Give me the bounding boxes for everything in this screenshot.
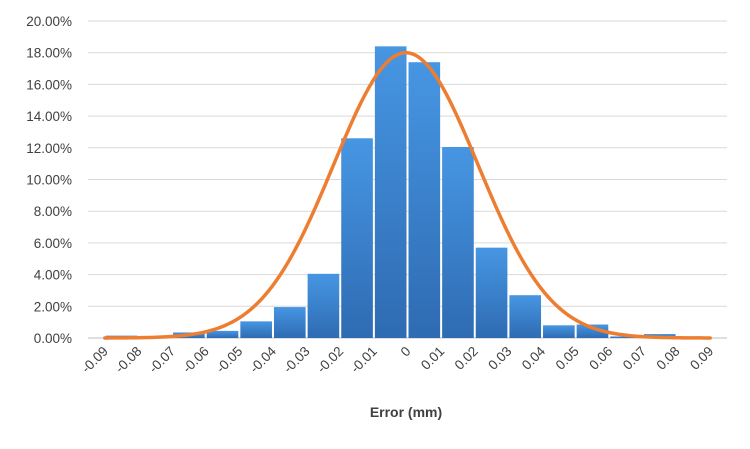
histogram-bar [576, 324, 609, 338]
x-tick-label: -0.01 [348, 344, 380, 376]
histogram-bar [442, 147, 474, 338]
x-tick-label: 0.03 [485, 344, 514, 373]
y-tick-label: 16.00% [26, 77, 72, 92]
histogram-bar [307, 273, 340, 338]
y-tick-label: 20.00% [26, 14, 72, 29]
x-tick-label: 0.05 [553, 344, 582, 373]
y-tick-label: 14.00% [26, 109, 72, 124]
y-tick-label: 10.00% [26, 173, 72, 188]
histogram-bar [408, 62, 441, 339]
x-tick-label: -0.08 [112, 344, 144, 376]
y-tick-label: 12.00% [26, 141, 72, 156]
histogram-bar [610, 336, 642, 338]
normal-curve [103, 51, 712, 340]
histogram-bar [543, 325, 575, 338]
histogram-bar [341, 138, 373, 338]
histogram-bars [105, 46, 710, 339]
x-tick-label: -0.05 [213, 344, 245, 376]
x-tick-label: -0.06 [179, 344, 211, 376]
y-tick-label: 18.00% [26, 46, 72, 61]
histogram-bar [206, 330, 239, 338]
x-tick-label: 0.02 [452, 344, 481, 373]
x-tick-label: -0.04 [247, 343, 280, 376]
x-tick-label: 0 [398, 344, 414, 360]
x-axis-ticks: -0.09 -0.08 -0.07 -0.06 -0.05 -0.04 -0.03 -0.02… [79, 343, 717, 376]
y-tick-label: 8.00% [34, 204, 72, 219]
x-tick-label: 0.04 [519, 343, 549, 373]
y-tick-label: 0.00% [34, 331, 72, 346]
x-tick-label: -0.03 [280, 344, 312, 376]
gridlines [88, 20, 727, 339]
x-tick-label: -0.02 [314, 344, 346, 376]
histogram-bar [374, 46, 407, 339]
y-axis-ticks: 0.00% 2.00% 4.00% 6.00% 8.00% 10.00% 12.00% 14.… [26, 14, 72, 346]
normal-curve-group [103, 51, 712, 340]
y-tick-label: 2.00% [34, 299, 72, 314]
histogram-bar [509, 295, 542, 338]
x-tick-label: 0.09 [687, 344, 716, 373]
x-tick-label: 0.07 [620, 344, 649, 373]
histogram-bar [475, 247, 508, 338]
histogram-bar [273, 307, 306, 338]
x-tick-label: -0.07 [146, 344, 178, 376]
histogram-bar [240, 321, 272, 338]
x-tick-label: 0.06 [586, 344, 615, 373]
x-tick-label: -0.09 [79, 344, 111, 376]
y-tick-label: 4.00% [34, 268, 72, 283]
x-tick-label: 0.01 [418, 344, 447, 373]
x-axis-title: Error (mm) [370, 404, 442, 420]
x-tick-label: 0.08 [653, 344, 682, 373]
y-tick-label: 6.00% [34, 236, 72, 251]
